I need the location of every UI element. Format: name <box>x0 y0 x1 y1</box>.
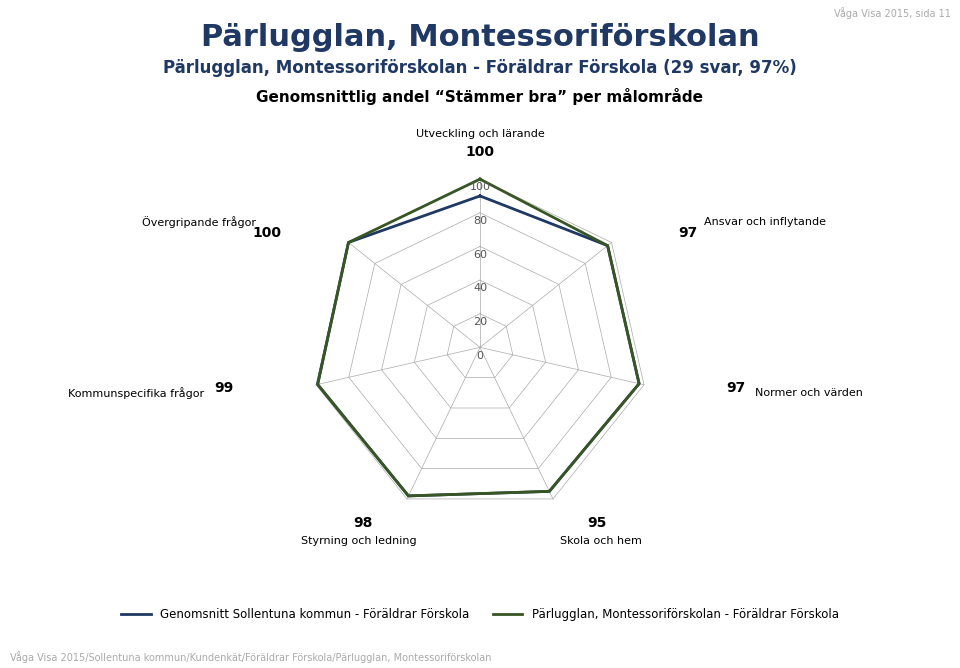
Text: 100: 100 <box>252 226 281 240</box>
Text: Styrning och ledning: Styrning och ledning <box>301 536 417 546</box>
Text: Utveckling och lärande: Utveckling och lärande <box>416 129 544 139</box>
Text: Normer och värden: Normer och värden <box>756 388 863 398</box>
Text: Ansvar och inflytande: Ansvar och inflytande <box>704 217 826 227</box>
Text: 80: 80 <box>473 216 487 226</box>
Text: 95: 95 <box>588 516 607 530</box>
Text: Övergripande frågor: Övergripande frågor <box>142 216 256 228</box>
Text: Våga Visa 2015/Sollentuna kommun/Kundenkät/Föräldrar Förskola/Pärlugglan, Montes: Våga Visa 2015/Sollentuna kommun/Kundenk… <box>10 651 492 663</box>
Text: 20: 20 <box>473 317 487 327</box>
Text: 100: 100 <box>466 145 494 159</box>
Text: 100: 100 <box>469 182 491 192</box>
Text: Pärlugglan, Montessoriförskolan: Pärlugglan, Montessoriförskolan <box>201 23 759 52</box>
Text: 60: 60 <box>473 250 487 260</box>
Text: Kommunspecifika frågor: Kommunspecifika frågor <box>68 387 204 399</box>
Text: 40: 40 <box>473 283 487 293</box>
Text: Pärlugglan, Montessoriförskolan - Föräldrar Förskola (29 svar, 97%): Pärlugglan, Montessoriförskolan - Föräld… <box>163 59 797 77</box>
Text: 0: 0 <box>476 351 484 361</box>
Text: Genomsnittlig andel “Stämmer bra” per målområde: Genomsnittlig andel “Stämmer bra” per må… <box>256 88 704 105</box>
Legend: Genomsnitt Sollentuna kommun - Föräldrar Förskola, Pärlugglan, Montessoriförskol: Genomsnitt Sollentuna kommun - Föräldrar… <box>116 603 844 625</box>
Text: Våga Visa 2015, sida 11: Våga Visa 2015, sida 11 <box>833 7 950 19</box>
Text: 97: 97 <box>679 226 698 240</box>
Text: 99: 99 <box>214 381 233 395</box>
Text: 97: 97 <box>727 381 746 395</box>
Text: 98: 98 <box>353 516 372 530</box>
Text: Skola och hem: Skola och hem <box>560 536 642 546</box>
